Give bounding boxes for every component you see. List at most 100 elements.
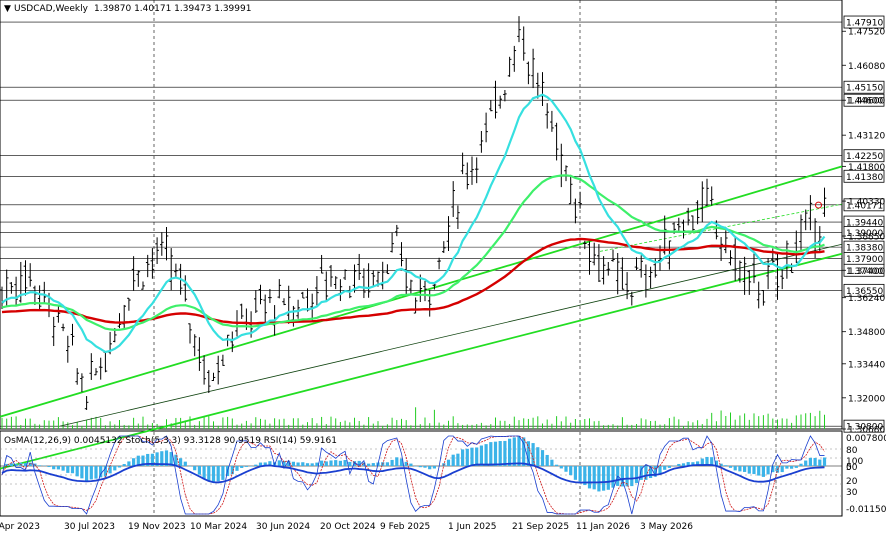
osma-bar bbox=[475, 447, 479, 466]
time-tick-label: 19 Nov 2023 bbox=[128, 522, 186, 532]
osma-bar bbox=[493, 441, 498, 466]
osma-bar bbox=[667, 466, 671, 468]
oscillator-panel bbox=[0, 435, 842, 515]
price-level-label: 1.36550 bbox=[846, 287, 883, 297]
osma-bar bbox=[743, 466, 747, 472]
osma-bar bbox=[808, 457, 812, 466]
stoch-main-line bbox=[1, 435, 825, 515]
osma-bar bbox=[489, 442, 493, 466]
osma-bar bbox=[714, 460, 718, 466]
osma-bar bbox=[470, 447, 474, 466]
osma-bar bbox=[780, 466, 784, 473]
osma-bar bbox=[310, 463, 314, 466]
price-level-label: 1.38380 bbox=[846, 244, 883, 254]
price-level-box bbox=[843, 80, 885, 94]
price-tick-label: 1.38850 bbox=[848, 233, 885, 243]
price-level-label: 1.37400 bbox=[846, 267, 883, 277]
osma-bar bbox=[240, 466, 244, 468]
osma-bar bbox=[790, 466, 794, 469]
osma-bar bbox=[169, 452, 173, 466]
osma-bar bbox=[160, 451, 164, 466]
osma-bar bbox=[108, 466, 112, 474]
main-panel-frame bbox=[0, 0, 843, 430]
osma-bar bbox=[385, 462, 389, 466]
osma-bar bbox=[371, 463, 375, 466]
osma-bar bbox=[66, 466, 70, 473]
osma-bar bbox=[390, 459, 394, 466]
price-tick-label: 1.44600 bbox=[848, 97, 885, 107]
osma-bar bbox=[625, 466, 629, 487]
time-tick-label: 30 Jul 2023 bbox=[64, 522, 115, 532]
osma-bar bbox=[305, 463, 310, 466]
osma-bar bbox=[99, 466, 103, 478]
osma-bar bbox=[446, 459, 451, 466]
osma-bar bbox=[719, 463, 723, 466]
indicator-header: OsMA(12,26,9) 0.0045132 Stoch(5,3,3) 93.… bbox=[4, 436, 337, 446]
osma-bar bbox=[602, 466, 606, 491]
price-tick-label: 1.33440 bbox=[848, 360, 885, 370]
osma-bar bbox=[211, 466, 216, 482]
osma-bar bbox=[710, 457, 714, 466]
osma-bar bbox=[564, 466, 568, 472]
time-tick-label: 3 May 2026 bbox=[640, 522, 693, 532]
osma-bar bbox=[573, 466, 577, 480]
osma-bar bbox=[282, 460, 286, 466]
price-level-label: 1.47910 bbox=[846, 19, 883, 29]
chart-symbol: USDCAD,Weekly bbox=[14, 4, 89, 14]
osma-bar bbox=[799, 463, 803, 466]
price-level-label: 1.42250 bbox=[846, 152, 883, 162]
osma-bar bbox=[52, 466, 56, 470]
osma-bar bbox=[334, 460, 338, 466]
osma-bar bbox=[785, 466, 789, 469]
osma-bar bbox=[691, 462, 695, 466]
time-tick-label: 20 Oct 2024 bbox=[320, 522, 376, 532]
osma-bar bbox=[804, 460, 808, 466]
osma-bar bbox=[221, 466, 225, 480]
osma-bar bbox=[822, 457, 827, 466]
price-level-box bbox=[843, 198, 885, 212]
osma-bar bbox=[465, 448, 469, 466]
osma-bar bbox=[432, 466, 436, 469]
osma-bar bbox=[80, 466, 84, 479]
price-level-box bbox=[843, 226, 885, 239]
time-tick-label: 9 Feb 2025 bbox=[380, 522, 430, 532]
price-level-label: 1.39000 bbox=[846, 229, 883, 239]
osma-bar bbox=[663, 466, 667, 470]
osma-bar bbox=[639, 466, 643, 480]
osma-bar bbox=[545, 454, 549, 466]
osma-bar bbox=[357, 460, 361, 466]
chart-title-arrow: ▼ bbox=[4, 4, 11, 14]
osma-bar bbox=[705, 456, 709, 466]
osma-bar bbox=[728, 466, 733, 468]
price-tick-label: 1.34800 bbox=[848, 328, 885, 338]
osma-bar bbox=[47, 466, 51, 468]
stoch-signal-line bbox=[1, 435, 825, 515]
osma-bar bbox=[681, 463, 686, 466]
osma-bar bbox=[207, 466, 211, 482]
osma-bar bbox=[578, 466, 582, 482]
osma-bar bbox=[146, 453, 150, 466]
osma-bar bbox=[61, 466, 65, 471]
time-tick-label: 30 Jun 2024 bbox=[256, 522, 310, 532]
osma-bar bbox=[587, 466, 592, 489]
osma-bar bbox=[399, 458, 404, 466]
osma-bar bbox=[747, 466, 751, 474]
osma-bar bbox=[197, 466, 201, 475]
osma-bar bbox=[287, 460, 291, 466]
sub-axis-label: 20 bbox=[846, 477, 858, 487]
osma-bar bbox=[583, 466, 587, 486]
osma-bar bbox=[174, 454, 178, 466]
osma-bar bbox=[320, 460, 324, 466]
osma-bar bbox=[630, 466, 634, 487]
osma-bar bbox=[230, 466, 234, 475]
osma-bar bbox=[724, 465, 728, 466]
ema-144-line bbox=[1, 174, 825, 332]
time-tick-label: 11 Jan 2026 bbox=[576, 522, 630, 532]
osma-bar bbox=[813, 457, 817, 466]
osma-bar bbox=[244, 466, 248, 467]
time-tick-label: 10 Mar 2024 bbox=[190, 522, 247, 532]
price-level-label: 1.30800 bbox=[846, 423, 883, 433]
price-level-label: 1.40171 bbox=[846, 201, 883, 211]
osma-bar bbox=[315, 462, 319, 466]
